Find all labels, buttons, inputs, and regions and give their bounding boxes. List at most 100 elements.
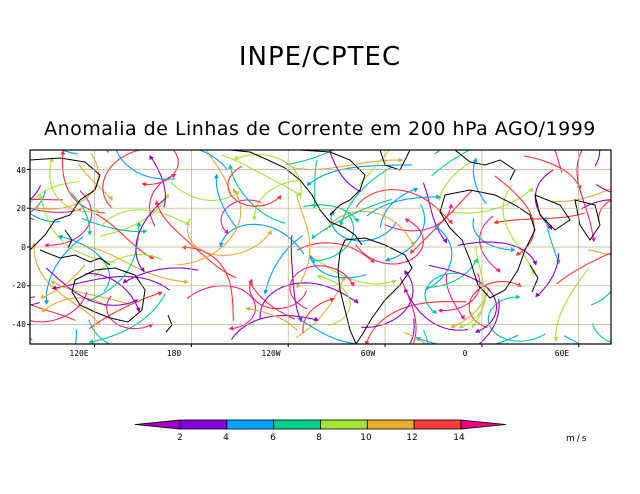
streamline	[106, 295, 153, 330]
streamline	[457, 241, 537, 266]
streamline-arrow	[354, 217, 359, 223]
streamline-arrow	[185, 220, 191, 226]
streamline-arrow	[181, 245, 187, 250]
streamline-arrow	[136, 350, 140, 354]
colorbar-label: 14	[453, 433, 465, 443]
streamline-arrow	[553, 337, 559, 342]
streamline-arrow	[141, 182, 147, 187]
streamline	[198, 150, 228, 171]
streamline	[88, 319, 111, 344]
streamline	[30, 191, 46, 214]
streamline	[89, 293, 166, 343]
streamline-arrow	[535, 292, 541, 298]
streamline-arrow	[448, 219, 453, 225]
streamline	[45, 236, 84, 305]
streamline-arrow	[320, 128, 324, 132]
lat-tick-label: 20	[16, 204, 26, 213]
streamline	[170, 181, 240, 201]
streamline	[297, 317, 362, 344]
streamline-arrow	[228, 164, 233, 169]
streamline	[30, 212, 61, 223]
streamline	[176, 188, 242, 266]
streamline-arrow	[252, 216, 257, 221]
streamline	[234, 154, 302, 199]
streamline	[296, 194, 311, 289]
streamline	[365, 301, 467, 344]
streamline-arrow	[228, 325, 234, 331]
streamline-arrow	[157, 291, 163, 296]
streamline-arrow	[108, 195, 113, 201]
colorbar-label: 4	[223, 433, 229, 443]
colorbar-bin	[413, 419, 462, 430]
streamline	[186, 285, 256, 330]
colorbar-label: 6	[270, 433, 276, 443]
colorbar-units: m/s	[566, 434, 589, 444]
streamline	[428, 264, 498, 333]
greenland-coast	[379, 150, 411, 171]
streamline-arrow	[142, 229, 148, 234]
streamline	[30, 207, 82, 213]
streamline	[523, 155, 581, 190]
streamline-arrow	[402, 356, 406, 360]
streamline-arrow	[308, 254, 314, 260]
streamline-arrow	[202, 142, 206, 146]
streamline	[135, 197, 167, 272]
streamline	[40, 264, 86, 299]
streamline-arrow	[410, 241, 415, 247]
streamline	[115, 150, 176, 180]
streamline-arrow	[448, 203, 454, 209]
streamline-arrow	[6, 307, 10, 311]
map-subtitle: Anomalia de Linhas de Corrente em 200 hP…	[44, 118, 596, 140]
streamline	[249, 282, 296, 320]
streamline	[220, 199, 262, 235]
streamlines	[6, 127, 617, 360]
streamline	[311, 198, 392, 239]
streamline	[215, 174, 238, 229]
streamline-arrow	[460, 315, 465, 321]
streamline-arrow	[38, 193, 44, 199]
streamline-arrow	[213, 173, 219, 179]
lon-tick-label: 120E	[69, 349, 89, 358]
streamline-arrow	[613, 250, 617, 254]
streamline	[289, 265, 355, 310]
colorbar-bin	[179, 419, 228, 430]
streamline	[30, 185, 42, 201]
philippines-coast	[64, 229, 73, 249]
streamline-arrow	[353, 298, 359, 304]
streamline-arrow	[413, 187, 419, 193]
streamline	[478, 298, 500, 344]
streamline-arrow	[339, 221, 344, 227]
streamline-arrow	[544, 127, 548, 131]
streamline-arrow	[432, 309, 437, 315]
streamline	[424, 272, 465, 315]
asia-coast	[30, 157, 101, 251]
south-america-coast	[337, 237, 413, 344]
lat-tick-label: 40	[16, 166, 26, 175]
streamline	[591, 323, 611, 343]
streamline-arrow	[248, 278, 253, 284]
streamline	[101, 209, 190, 227]
streamline	[555, 267, 590, 342]
streamline	[61, 150, 106, 214]
streamline	[30, 244, 31, 246]
streamline-arrow	[495, 267, 501, 273]
streamline-arrow	[122, 278, 128, 284]
streamline-arrow	[404, 218, 410, 223]
streamline	[576, 150, 595, 242]
lat-lon-grid	[30, 150, 611, 344]
streamline-arrow	[306, 181, 312, 187]
streamline	[325, 210, 415, 246]
streamline	[361, 270, 414, 328]
streamline	[102, 150, 143, 208]
streamline	[556, 252, 611, 285]
streamline-arrow	[51, 285, 57, 291]
colorbar-label: 2	[177, 433, 183, 443]
streamline	[366, 196, 441, 217]
streamline-arrow	[313, 316, 319, 322]
lat-tick-label: -40	[11, 320, 26, 329]
colorbar-label: 12	[406, 433, 418, 443]
streamline-arrow	[178, 141, 182, 145]
streamline-arrow	[493, 219, 499, 225]
streamline	[49, 157, 100, 213]
